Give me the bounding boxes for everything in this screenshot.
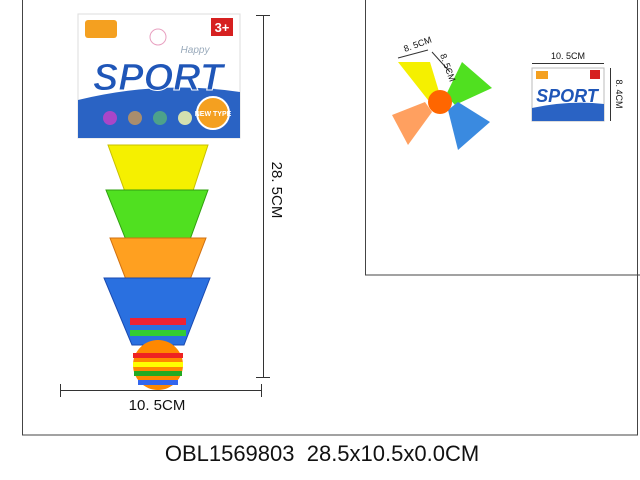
icon <box>128 111 142 125</box>
badge <box>196 96 230 130</box>
pack-band <box>532 102 604 121</box>
shuttlecocks <box>103 144 211 390</box>
logo <box>536 71 548 79</box>
stripe <box>130 318 186 325</box>
dim-line <box>431 51 451 73</box>
shuttle <box>448 102 490 150</box>
inset-frame <box>365 0 640 276</box>
pack-width-label: 10. 5CM <box>551 51 585 61</box>
inset-package: SPORT <box>531 63 611 122</box>
outer-frame <box>22 0 638 436</box>
age-label: 3+ <box>215 20 230 35</box>
stripe <box>138 380 178 385</box>
age-box <box>590 70 600 79</box>
shuttle-blue <box>103 277 211 346</box>
badge-label: NEW TYPE <box>195 111 232 118</box>
pack-height-label: 8. 4CM <box>614 79 624 108</box>
shuttle <box>392 102 432 145</box>
cork <box>428 90 452 114</box>
stripe <box>134 371 182 376</box>
pack-title: SPORT <box>536 86 600 106</box>
icon <box>103 111 117 125</box>
logo <box>85 20 117 38</box>
age-box <box>211 18 233 36</box>
dim-line <box>397 49 429 59</box>
width-label: 10. 5CM <box>129 397 186 414</box>
height-label: 28. 5CM <box>268 162 285 219</box>
hang-hole <box>149 28 167 46</box>
stripe <box>133 362 183 367</box>
inset-shuttles <box>392 49 492 150</box>
package-card: 3+ Happy SPORT NEW TYPE <box>77 13 241 139</box>
shuttle <box>446 62 492 105</box>
icon <box>153 111 167 125</box>
stripe <box>133 353 183 358</box>
caption: OBL1569803 28.5x10.5x0.0CM <box>165 441 479 466</box>
brand: Happy <box>181 45 211 56</box>
shuttle <box>398 62 440 100</box>
title: SPORT <box>93 57 226 99</box>
dimension-lines <box>60 15 270 397</box>
stripe <box>130 330 186 336</box>
icon <box>178 111 192 125</box>
